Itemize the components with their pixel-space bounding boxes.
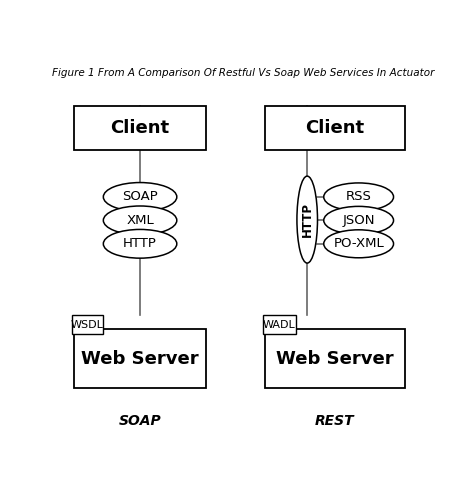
Text: Web Server: Web Server xyxy=(81,350,199,368)
Ellipse shape xyxy=(103,183,177,211)
Text: HTTP: HTTP xyxy=(123,237,157,250)
Text: Web Server: Web Server xyxy=(276,350,393,368)
Text: WADL: WADL xyxy=(263,320,296,329)
FancyBboxPatch shape xyxy=(74,329,206,388)
Ellipse shape xyxy=(324,230,393,258)
Text: Figure 1 From A Comparison Of Restful Vs Soap Web Services In Actuator: Figure 1 From A Comparison Of Restful Vs… xyxy=(52,68,434,79)
Text: SOAP: SOAP xyxy=(119,413,161,428)
FancyBboxPatch shape xyxy=(265,329,405,388)
Text: Client: Client xyxy=(110,119,170,137)
Text: JSON: JSON xyxy=(342,214,375,227)
Text: RSS: RSS xyxy=(346,191,372,203)
Text: SOAP: SOAP xyxy=(122,191,158,203)
Text: WSDL: WSDL xyxy=(71,320,104,329)
Text: HTTP: HTTP xyxy=(301,202,314,237)
Ellipse shape xyxy=(103,206,177,235)
FancyBboxPatch shape xyxy=(265,106,405,150)
Ellipse shape xyxy=(324,206,393,234)
FancyBboxPatch shape xyxy=(263,315,296,334)
Ellipse shape xyxy=(324,183,393,211)
Text: PO-XML: PO-XML xyxy=(333,237,384,250)
Ellipse shape xyxy=(297,176,318,263)
Ellipse shape xyxy=(103,229,177,258)
Text: XML: XML xyxy=(126,214,154,227)
FancyBboxPatch shape xyxy=(74,106,206,150)
Text: REST: REST xyxy=(315,413,355,428)
FancyBboxPatch shape xyxy=(72,315,103,334)
Text: Client: Client xyxy=(305,119,365,137)
